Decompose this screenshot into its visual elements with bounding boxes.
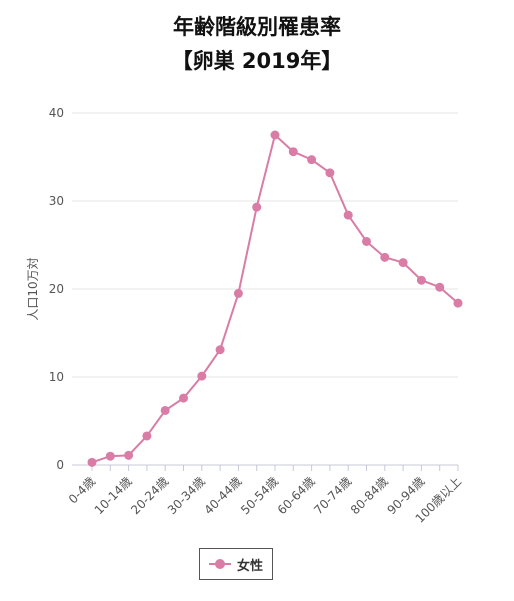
x-tick-label: 50-54歳 — [238, 474, 281, 517]
data-point — [105, 451, 115, 461]
data-point — [233, 288, 243, 298]
legend-label: 女性 — [236, 558, 263, 574]
y-tick-label: 10 — [49, 370, 64, 384]
data-point — [288, 147, 298, 157]
y-tick-layer: 0 10 20 30 40 — [49, 106, 64, 472]
data-point — [435, 282, 445, 292]
x-tick-label: 20-24歳 — [128, 474, 171, 517]
y-tick-label: 0 — [56, 458, 64, 472]
data-point — [453, 298, 463, 308]
data-point — [252, 202, 262, 212]
data-point — [215, 345, 225, 355]
data-point — [398, 258, 408, 268]
data-point — [362, 236, 371, 246]
data-point — [325, 168, 335, 178]
chart-title: 年齢階級別罹患率 — [173, 15, 341, 39]
data-point — [124, 450, 134, 460]
x-tick-label: 60-64歳 — [275, 474, 318, 517]
y-tick-label: 40 — [49, 106, 64, 120]
line-dot-marker-icon — [208, 558, 231, 570]
data-point — [197, 371, 207, 381]
x-tick-label: 0-4歳 — [66, 474, 98, 506]
data-point — [380, 252, 390, 262]
x-tick-label: 10-14歳 — [92, 474, 135, 517]
x-tick-label: 40-44歳 — [201, 474, 244, 517]
data-point — [307, 155, 317, 165]
x-tick-label: 70-74歳 — [311, 474, 354, 517]
series-line — [91, 134, 459, 464]
series-layer — [87, 130, 463, 467]
y-axis-label: 人口10万対 — [26, 257, 40, 320]
data-point — [343, 210, 353, 220]
grid-layer — [72, 112, 459, 471]
x-tick-label: 80-84歳 — [348, 474, 391, 517]
data-point — [142, 431, 152, 441]
data-point — [87, 457, 97, 467]
y-tick-label: 20 — [49, 282, 64, 296]
x-tick-label: 30-34歳 — [165, 474, 208, 517]
data-point — [270, 130, 280, 140]
data-point — [179, 393, 188, 403]
chart-subtitle: 【卵巣 2019年】 — [172, 49, 343, 73]
legend-dot — [214, 559, 225, 569]
legend-item-female[interactable]: 女性 — [199, 548, 273, 580]
data-point — [160, 405, 170, 415]
y-tick-label: 30 — [49, 194, 64, 208]
data-point — [416, 275, 426, 285]
x-tick-layer: 0-4歳10-14歳20-24歳30-34歳40-44歳50-54歳60-64歳… — [66, 474, 464, 526]
